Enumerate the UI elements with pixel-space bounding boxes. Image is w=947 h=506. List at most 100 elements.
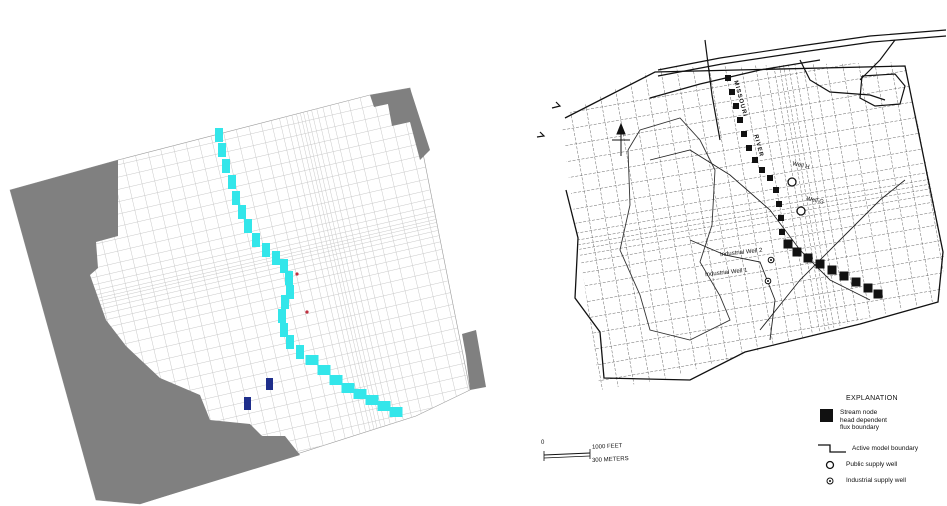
grid-row-line [15,193,470,304]
grid-column-line [357,88,440,440]
map-grid-row-line [560,238,945,325]
well-cell [266,378,273,390]
inactive-region-west [10,160,300,504]
map-grid-column-line [779,62,849,390]
stream-cell [244,219,252,233]
stream-cell [317,365,331,375]
map-grid-row-line [560,62,945,123]
map-grid-row-line [560,131,945,217]
grid-column-line [233,117,316,469]
stream-cell [280,323,288,337]
stream-node-cell [873,289,883,299]
map-grid-column-line [560,62,614,390]
industrial-well-2-dot [770,259,772,261]
north-arrow [612,122,630,156]
stream-cell [365,395,379,405]
stream-cell [278,309,286,323]
grid-column-line [276,107,359,458]
stream-nodes [725,75,883,299]
map-grid-row-line [560,270,945,356]
well-cells [244,272,309,410]
stream-cell [232,191,240,205]
map-grid-column-line [911,62,945,387]
stream-node-cell [827,265,837,275]
map-grid-row-line [560,207,945,293]
grid-column-line [195,126,278,477]
stream-node-cell [752,157,758,163]
road-c [689,239,776,341]
grid-column-line [300,101,383,453]
map-grid-row-line [560,161,945,248]
grid-column-line [308,99,392,451]
stream-cell [215,128,223,142]
legend-public-well-text: Public supply well [846,461,898,468]
pumping-point [295,272,299,276]
grid-column-line [207,123,291,475]
map-grid-column-line [654,62,724,390]
inactive-region-east [462,330,486,390]
stream-node-cell [778,215,784,221]
stream-cell [305,355,319,365]
grid-column-line [268,109,351,460]
map-grid-row-line [560,194,945,280]
stream-node-cell [783,239,793,249]
road-b [759,179,906,331]
inactive-region-northeast [370,88,430,160]
map-grid-column-line [863,62,933,390]
map-grid-row-line [560,115,945,201]
map-grid-column-line [639,62,708,390]
stream-node-cell [773,187,779,193]
map-grid-column-line [848,62,917,390]
grid-column-line [370,88,453,437]
grid-column-line [320,97,403,448]
map-grid-row-line [560,62,945,138]
map-grid-column-line [942,62,945,382]
map-grid-row-line [560,99,945,186]
map-grid-column-line [623,62,692,390]
stream-cells [215,128,403,417]
stream-node-cell [839,271,849,281]
stream-cell [281,295,289,309]
road-a [649,149,871,301]
legend-symbols [818,409,846,485]
legend-public-well-symbol [825,460,835,470]
grid-column-line [395,88,470,431]
map-grid-lines [560,62,945,390]
stream-cell [377,401,391,411]
map-grid-row-line [560,176,945,263]
map-corner-marks [536,101,562,138]
scale-bar [543,449,591,461]
stream-node-cell [741,131,747,137]
stream-cell [272,251,280,265]
stream-cell [280,259,288,273]
grid-column-line [383,88,466,434]
legend-stream-node-text: Stream node head dependent flux boundary [840,409,887,431]
stream-cell [218,143,226,157]
map-grid-column-line [591,62,661,390]
map-grid-row-line [560,166,945,253]
grid-column-line [345,91,429,442]
map-grid-column-line [686,62,755,390]
stream-cell [389,407,403,417]
grid-column-line [314,98,397,450]
grid-column-line [327,95,410,447]
map-grid-column-line [607,62,677,390]
scanned-model-map [536,29,947,390]
stream-cell [286,285,294,299]
grid-column-line [182,129,265,480]
stream-node-cell [767,175,773,181]
inactive-cells [10,88,486,504]
legend-boundary-text: Active model boundary [852,445,919,452]
stream-node-cell [725,75,731,81]
stream-node-cell [759,167,765,173]
grid-row-line [14,186,470,297]
public-supply-well-g [796,206,806,216]
inner-boundary [619,117,731,341]
pumping-point [305,310,309,314]
stream-cell [238,205,246,219]
stream-node-cell [729,89,735,95]
map-grid-row-line [560,286,945,372]
stream-node-cell [803,253,813,263]
stream-cell [222,159,230,173]
